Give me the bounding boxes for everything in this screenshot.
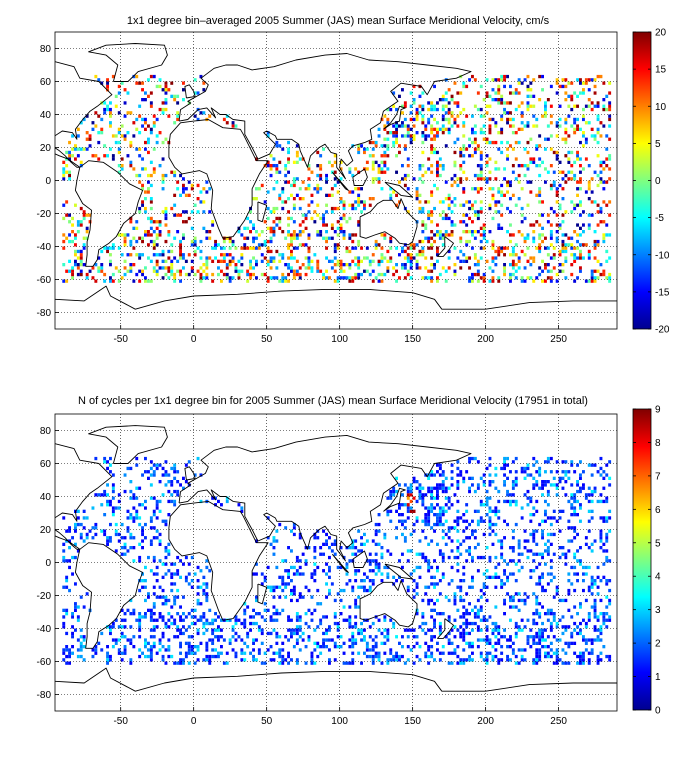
y-tick-label: 0 (45, 176, 51, 187)
x-tick-label: 200 (477, 716, 494, 727)
y-tick-label: 40 (40, 492, 52, 503)
y-tick-label: 60 (40, 77, 52, 88)
colorbar-tick-label: 8 (655, 438, 661, 449)
data-bins (62, 74, 612, 283)
plot-area (55, 425, 617, 692)
x-tick-label: 0 (191, 716, 197, 727)
chart-panel-2: N of cycles per 1x1 degree bin for 2005 … (37, 395, 661, 727)
y-tick-label: 60 (40, 459, 52, 470)
x-tick-label: 250 (550, 334, 567, 345)
colorbar-tick-label: -20 (655, 325, 670, 336)
y-tick-label: 0 (45, 558, 51, 569)
y-tick-label: -20 (37, 209, 52, 220)
x-tick-label: 0 (191, 334, 197, 345)
colorbar-tick-label: -10 (655, 250, 670, 261)
colorbar-tick-label: -5 (655, 213, 664, 224)
y-tick-label: -20 (37, 591, 52, 602)
y-tick-label: -40 (37, 624, 52, 635)
colorbar (632, 408, 652, 711)
x-tick-label: 200 (477, 334, 494, 345)
colorbar-tick-label: 2 (655, 639, 661, 650)
colorbar-tick-label: 20 (655, 28, 667, 39)
colorbar-tick-label: 3 (655, 605, 661, 616)
chart-panel-1: 1x1 degree bin–averaged 2005 Summer (JAS… (37, 15, 670, 345)
x-tick-label: 150 (404, 334, 421, 345)
colorbar-tick-label: -15 (655, 287, 670, 298)
x-tick-label: -50 (113, 334, 128, 345)
x-tick-label: 250 (550, 716, 567, 727)
y-tick-label: -40 (37, 242, 52, 253)
colorbar-tick-label: 0 (655, 706, 661, 717)
y-tick-label: 20 (40, 143, 52, 154)
y-tick-label: 20 (40, 525, 52, 536)
colorbar-tick-label: 5 (655, 139, 661, 150)
coastlines (55, 425, 617, 692)
x-tick-label: 100 (331, 334, 348, 345)
x-tick-label: -50 (113, 716, 128, 727)
y-tick-label: -80 (37, 308, 52, 319)
x-tick-label: 50 (261, 334, 273, 345)
x-tick-label: 150 (404, 716, 421, 727)
colorbar-tick-label: 7 (655, 471, 661, 482)
coastlines (55, 43, 617, 310)
colorbar-tick-label: 9 (655, 405, 661, 416)
chart-title: 1x1 degree bin–averaged 2005 Summer (JAS… (127, 15, 550, 27)
chart-title: N of cycles per 1x1 degree bin for 2005 … (78, 395, 588, 407)
colorbar-tick-label: 0 (655, 176, 661, 187)
y-tick-label: -60 (37, 657, 52, 668)
y-tick-label: 80 (40, 426, 52, 437)
colorbar-tick-label: 15 (655, 65, 667, 76)
y-tick-label: 80 (40, 44, 52, 55)
y-tick-label: 40 (40, 110, 52, 121)
colorbar-tick-label: 10 (655, 102, 667, 113)
x-tick-label: 50 (261, 716, 273, 727)
y-tick-label: -80 (37, 690, 52, 701)
colorbar-tick-label: 4 (655, 572, 661, 583)
data-bins (62, 456, 612, 665)
x-tick-label: 100 (331, 716, 348, 727)
colorbar-tick-label: 5 (655, 538, 661, 549)
colorbar-tick-label: 6 (655, 505, 661, 516)
y-tick-label: -60 (37, 275, 52, 286)
colorbar-tick-label: 1 (655, 672, 661, 683)
plot-area (55, 43, 617, 310)
